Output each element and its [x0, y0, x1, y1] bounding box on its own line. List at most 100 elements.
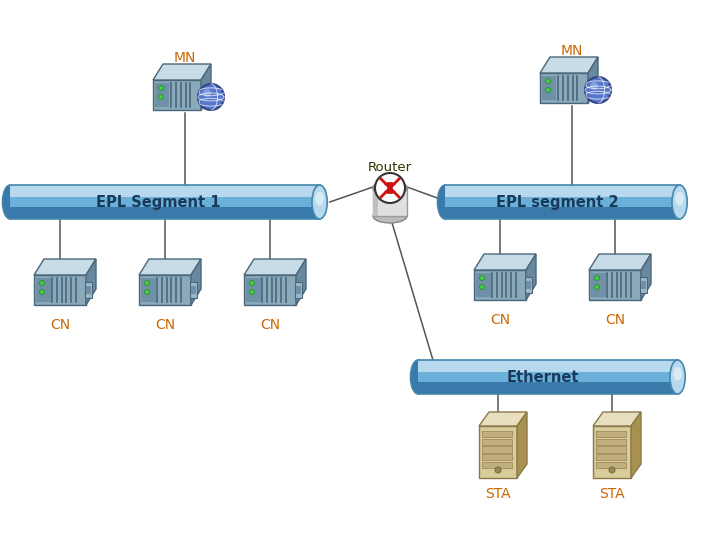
Bar: [10, 197, 320, 207]
Circle shape: [375, 173, 405, 203]
Bar: [445, 197, 680, 207]
Bar: [246, 278, 260, 302]
Polygon shape: [191, 259, 201, 305]
Bar: [596, 439, 626, 445]
Polygon shape: [86, 259, 96, 305]
Circle shape: [250, 289, 255, 294]
Ellipse shape: [437, 185, 452, 219]
Polygon shape: [589, 254, 651, 270]
Polygon shape: [474, 254, 536, 270]
Polygon shape: [631, 412, 641, 478]
Text: Ethernet: Ethernet: [506, 370, 579, 385]
Bar: [482, 431, 512, 438]
Bar: [190, 282, 197, 298]
Bar: [641, 281, 646, 289]
Bar: [418, 376, 678, 394]
Circle shape: [145, 281, 150, 286]
Ellipse shape: [312, 185, 327, 219]
Bar: [596, 431, 626, 438]
Polygon shape: [526, 254, 536, 300]
Bar: [141, 278, 156, 302]
Circle shape: [198, 84, 224, 110]
Bar: [482, 446, 512, 453]
Circle shape: [590, 82, 598, 90]
Bar: [474, 270, 526, 300]
Ellipse shape: [672, 185, 688, 219]
Circle shape: [203, 89, 211, 97]
Bar: [542, 76, 556, 100]
Bar: [482, 454, 512, 461]
Bar: [593, 426, 631, 478]
Circle shape: [546, 88, 551, 93]
Bar: [476, 273, 490, 297]
Ellipse shape: [675, 192, 684, 205]
Polygon shape: [593, 412, 641, 426]
Text: STA: STA: [599, 487, 625, 501]
Bar: [85, 282, 92, 298]
Bar: [155, 83, 169, 107]
Bar: [296, 286, 301, 294]
Bar: [418, 372, 678, 382]
Circle shape: [594, 276, 599, 281]
Text: STA: STA: [485, 487, 511, 501]
Bar: [153, 80, 201, 110]
Circle shape: [585, 77, 611, 103]
Polygon shape: [588, 57, 598, 103]
Circle shape: [158, 94, 163, 100]
Polygon shape: [201, 64, 211, 110]
Bar: [589, 270, 641, 300]
Ellipse shape: [373, 209, 407, 223]
Bar: [86, 286, 91, 294]
Circle shape: [39, 281, 44, 286]
Text: CN: CN: [50, 318, 70, 332]
Circle shape: [145, 289, 150, 294]
Circle shape: [250, 281, 255, 286]
Ellipse shape: [673, 367, 682, 380]
Ellipse shape: [373, 181, 407, 195]
Circle shape: [594, 284, 599, 289]
Text: MN: MN: [561, 44, 583, 58]
Bar: [640, 277, 647, 293]
Bar: [540, 73, 588, 103]
Bar: [10, 201, 320, 219]
Polygon shape: [296, 259, 306, 305]
Text: CN: CN: [490, 313, 510, 327]
Bar: [244, 275, 296, 305]
Text: EPL Segment 1: EPL Segment 1: [96, 195, 221, 209]
Bar: [482, 439, 512, 445]
Circle shape: [480, 276, 485, 281]
Text: Router: Router: [368, 161, 412, 174]
Circle shape: [609, 467, 615, 473]
Bar: [525, 277, 532, 293]
Circle shape: [39, 289, 44, 294]
Polygon shape: [34, 259, 96, 275]
Bar: [596, 446, 626, 453]
Bar: [526, 281, 531, 289]
Text: CN: CN: [260, 318, 280, 332]
Text: CN: CN: [605, 313, 625, 327]
Text: EPL segment 2: EPL segment 2: [496, 195, 619, 209]
Polygon shape: [153, 64, 211, 80]
Bar: [191, 286, 196, 294]
Ellipse shape: [670, 360, 685, 394]
Circle shape: [158, 86, 163, 90]
Bar: [482, 462, 512, 468]
Polygon shape: [517, 412, 527, 478]
Polygon shape: [540, 57, 598, 73]
Polygon shape: [641, 254, 651, 300]
Bar: [139, 275, 191, 305]
Ellipse shape: [2, 185, 18, 219]
Polygon shape: [139, 259, 201, 275]
Bar: [418, 360, 678, 377]
Bar: [591, 273, 606, 297]
Ellipse shape: [410, 360, 426, 394]
Bar: [10, 185, 320, 202]
Bar: [445, 185, 680, 202]
Bar: [445, 201, 680, 219]
Ellipse shape: [315, 192, 324, 205]
Circle shape: [546, 78, 551, 83]
Text: MN: MN: [174, 51, 196, 65]
Bar: [36, 278, 51, 302]
Text: CN: CN: [155, 318, 175, 332]
Circle shape: [495, 467, 501, 473]
